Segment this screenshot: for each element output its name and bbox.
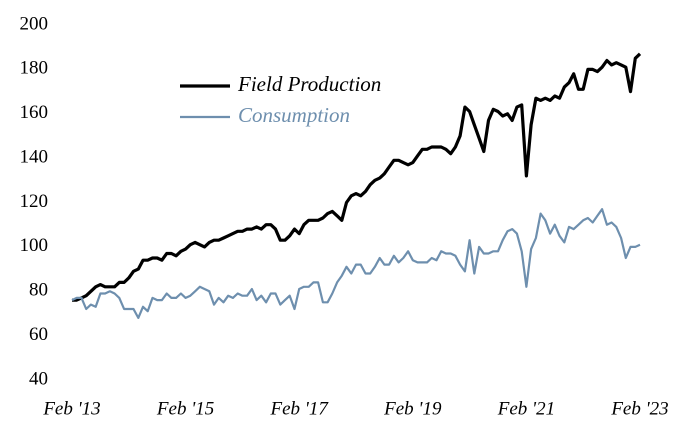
x-tick-label: Feb '21 <box>497 398 555 419</box>
x-tick-label: Feb '13 <box>42 398 100 419</box>
x-tick-label: Feb '15 <box>156 398 214 419</box>
series-line <box>71 208 641 319</box>
legend-label: Field Production <box>237 72 381 96</box>
y-tick-label: 80 <box>29 280 48 301</box>
y-tick-label: 200 <box>20 13 49 34</box>
legend-label: Consumption <box>238 103 350 127</box>
x-tick-label: Feb '23 <box>610 398 668 419</box>
series-line <box>72 52 642 302</box>
y-tick-label: 60 <box>29 324 48 345</box>
y-tick-label: 180 <box>20 58 49 79</box>
x-tick-label: Feb '19 <box>383 398 442 419</box>
y-tick-label: 160 <box>20 102 49 123</box>
x-tick-label: Feb '17 <box>270 398 330 419</box>
y-tick-label: 40 <box>29 368 48 389</box>
y-tick-label: 100 <box>20 235 49 256</box>
y-tick-label: 140 <box>20 146 49 167</box>
y-tick-label: 120 <box>20 191 49 212</box>
